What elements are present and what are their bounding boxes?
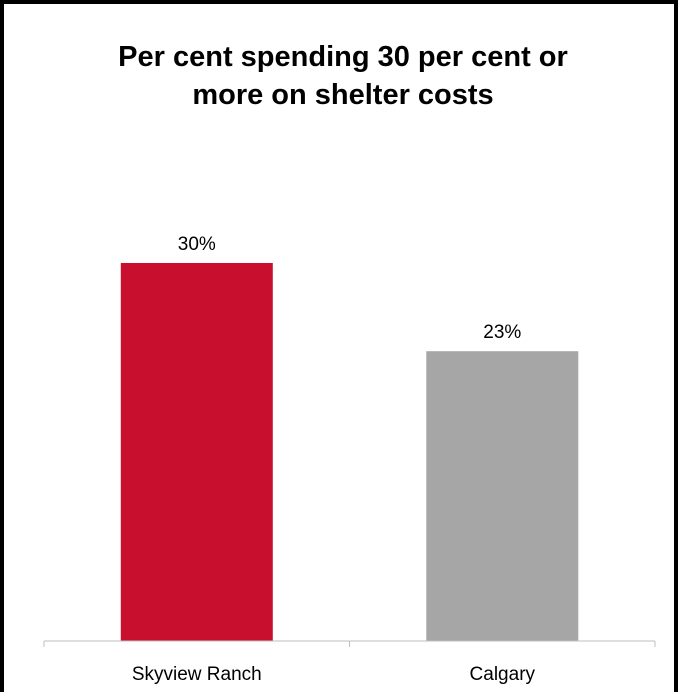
labels-layer: 30% Skyview Ranch 23% Calgary: [132, 234, 536, 685]
bar-skyview-ranch: [120, 263, 273, 641]
category-label-skyview-ranch: Skyview Ranch: [132, 664, 262, 685]
bars-layer: [120, 263, 579, 641]
x-axis: [43, 640, 656, 647]
data-label-skyview-ranch: 30%: [178, 234, 216, 255]
bar-calgary: [426, 351, 579, 641]
chart-title: Per cent spending 30 per cent or more on…: [118, 41, 568, 111]
data-label-calgary: 23%: [483, 322, 521, 343]
bar-chart: 30% Skyview Ranch 23% Calgary: [43, 234, 656, 685]
category-label-calgary: Calgary: [470, 664, 536, 685]
